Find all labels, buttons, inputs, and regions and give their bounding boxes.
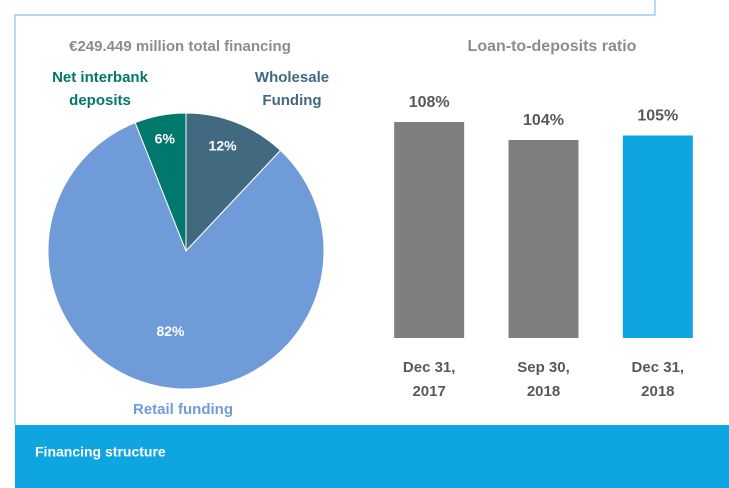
category-label: Dec 31, <box>632 359 685 376</box>
slice-label: 12% <box>209 137 238 153</box>
frame <box>14 0 656 425</box>
category-label: deposits <box>69 92 131 109</box>
category-label: 2018 <box>641 383 674 400</box>
footer-title: Financing structure <box>35 444 166 460</box>
pie-slice <box>47 122 325 390</box>
bar-title: Loan-to-deposits ratio <box>468 38 637 55</box>
category-label: Retail funding <box>133 401 233 418</box>
category-label: Net interbank <box>52 69 149 86</box>
category-label: Funding <box>262 92 321 109</box>
category-label: Dec 31, <box>403 359 456 376</box>
category-label: Sep 30, <box>517 359 570 376</box>
category-label: Wholesale <box>255 69 329 86</box>
bar <box>508 140 579 338</box>
pie-title: €249.449 million total financing <box>69 38 291 55</box>
category-label: 2018 <box>527 383 560 400</box>
pie-slice <box>134 112 187 252</box>
bar <box>622 135 693 338</box>
footer-band <box>15 425 729 488</box>
slice-label: 6% <box>155 131 176 147</box>
bar <box>394 122 465 338</box>
value-label: 108% <box>409 94 450 111</box>
value-label: 104% <box>523 112 564 129</box>
value-label: 105% <box>637 108 678 125</box>
pie-slice <box>185 112 282 253</box>
category-label: 2017 <box>412 383 445 400</box>
slice-label: 82% <box>156 323 185 339</box>
